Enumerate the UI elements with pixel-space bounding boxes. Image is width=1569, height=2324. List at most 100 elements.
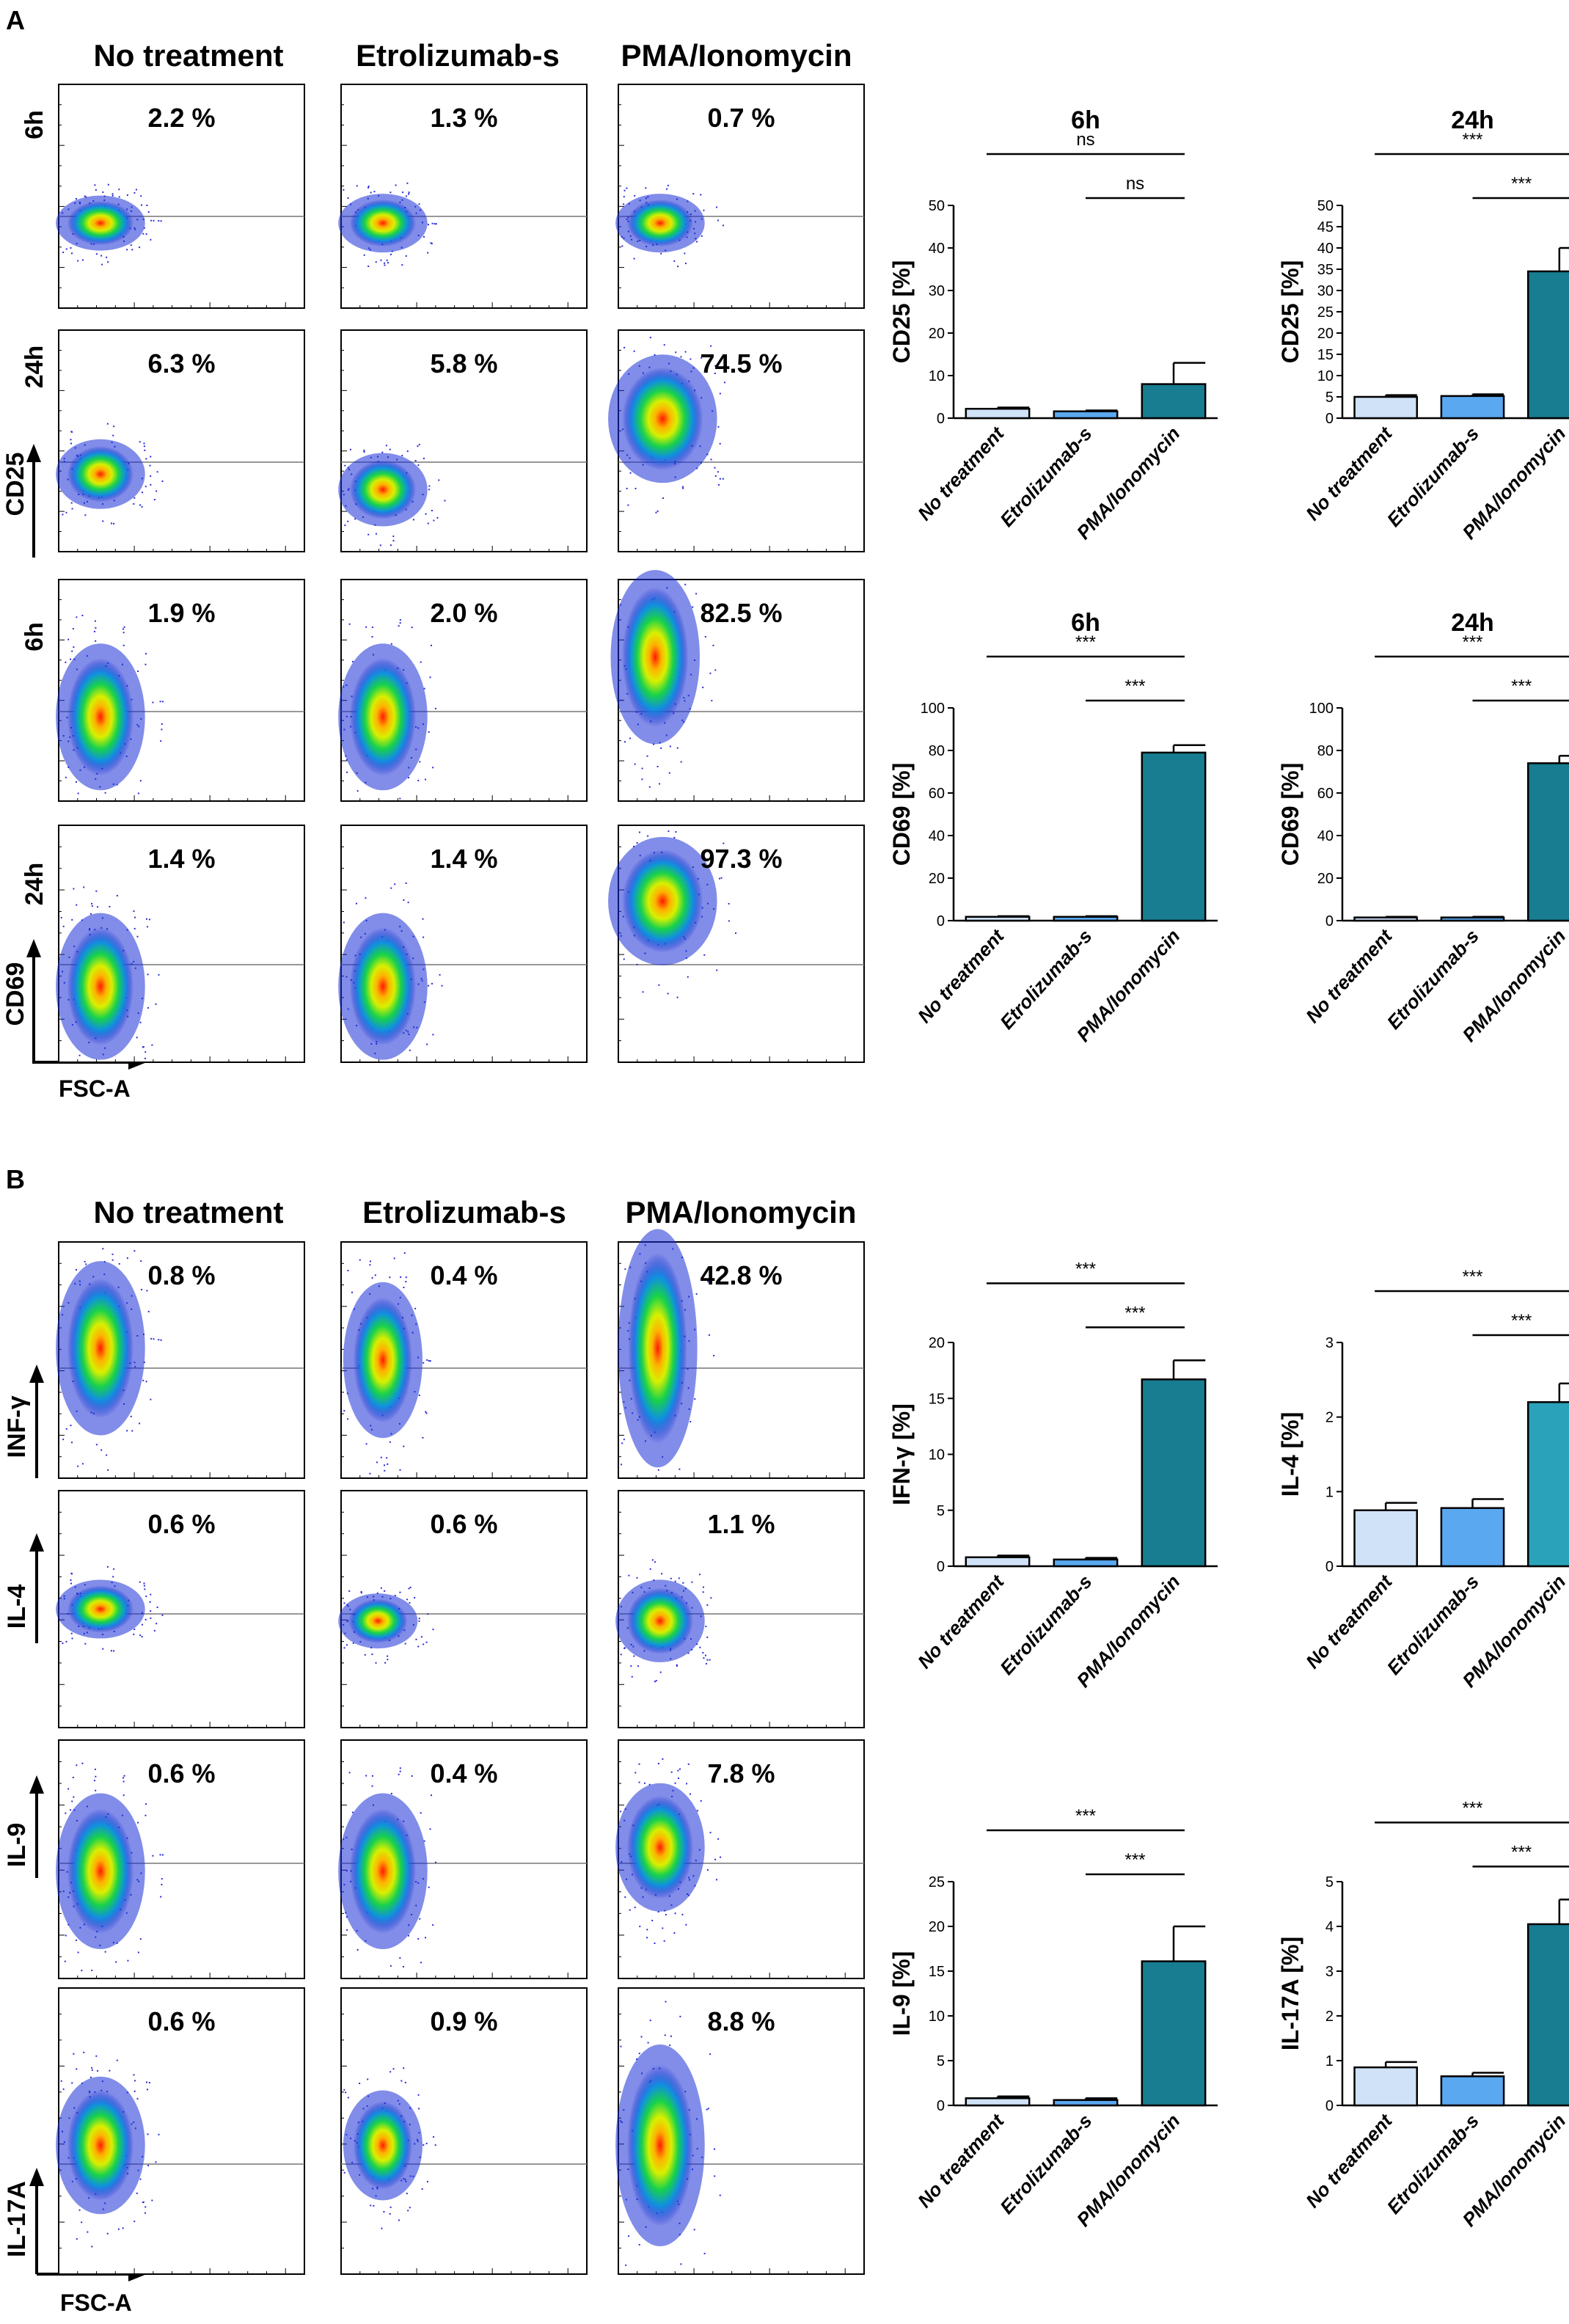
event-dot (407, 902, 409, 904)
event-dot (371, 1775, 373, 1777)
event-dot (118, 1263, 120, 1265)
event-dot (390, 1792, 392, 1794)
event-dot (380, 259, 382, 261)
event-dot (133, 503, 135, 505)
event-dot (701, 235, 703, 237)
event-dot (723, 842, 725, 844)
event-dot (71, 1637, 73, 1640)
bar-chart-3: 24h 0 20 40 60 80 100 CD69 [%] No treatmentEtrol… (1277, 609, 1569, 1046)
event-dot (423, 1840, 425, 1842)
event-dot (143, 445, 145, 447)
b-pct-label-r2-c1: 0.4 % (430, 1758, 497, 1788)
event-dot (634, 194, 636, 197)
event-dot (83, 886, 85, 888)
event-dot (398, 625, 400, 627)
event-dot (113, 522, 115, 525)
event-dot (433, 519, 435, 522)
event-dot (680, 761, 682, 763)
event-dot (401, 2080, 403, 2082)
event-dot (65, 1640, 67, 1642)
event-dot (636, 2058, 638, 2060)
event-dot (70, 439, 72, 441)
event-dot (145, 918, 147, 920)
event-dot (112, 1576, 114, 1578)
a-flow-plot-r3-c2: 97.3 % (608, 825, 865, 1063)
event-dot (706, 1636, 709, 1638)
event-dot (139, 2178, 142, 2180)
marker-label-infg: INF-γ (3, 1395, 31, 1458)
density-core (67, 446, 134, 503)
event-dot (665, 1914, 667, 1916)
event-dot (408, 777, 410, 779)
event-dot (676, 996, 679, 998)
event-dot (655, 1680, 657, 1682)
event-dot (665, 2000, 667, 2003)
event-dot (399, 622, 401, 624)
event-dot (343, 2171, 345, 2174)
row-time-a-1: 24h (21, 346, 48, 389)
event-dot (405, 195, 407, 197)
event-dot (692, 606, 694, 608)
event-dot (389, 1276, 391, 1279)
event-dot (640, 2036, 643, 2038)
event-dot (102, 520, 104, 522)
event-dot (144, 1588, 146, 1590)
event-dot (663, 344, 665, 346)
event-dot (122, 644, 125, 646)
event-dot (364, 1654, 366, 1656)
density-core (626, 2064, 693, 2226)
b-flow-plot-r0-c1: 0.4 % (340, 1241, 588, 1479)
marker-label-cd25: CD25 (1, 453, 29, 516)
event-dot (399, 1591, 401, 1593)
event-dot (130, 1415, 132, 1417)
event-dot (662, 1927, 664, 1929)
a-pct-label-r3-c1: 1.4 % (430, 844, 497, 874)
event-dot (145, 233, 147, 235)
event-dot (637, 1665, 640, 1667)
density-core (67, 2090, 134, 2201)
event-dot (389, 2212, 391, 2215)
event-dot (723, 381, 725, 384)
a-pct-label-r1-c1: 5.8 % (430, 348, 497, 379)
event-dot (709, 2053, 712, 2056)
category-label: Etrolizumab-s (995, 1571, 1096, 1679)
event-dot (73, 888, 75, 890)
event-dot (139, 1021, 142, 1023)
event-dot (81, 1970, 83, 1972)
event-dot (432, 767, 434, 769)
event-dot (629, 1909, 631, 1911)
event-dot (141, 505, 143, 508)
y-tick-label: 2 (1325, 2009, 1334, 2025)
event-dot (684, 263, 687, 265)
category-label: Etrolizumab-s (1383, 1571, 1483, 1679)
event-dot (347, 520, 349, 522)
event-dot (674, 1580, 676, 1582)
event-dot (71, 508, 73, 510)
event-dot (76, 2238, 78, 2240)
event-dot (70, 1809, 72, 1811)
event-dot (344, 464, 346, 467)
event-dot (426, 1043, 428, 1045)
density-core (67, 658, 134, 776)
density-core (622, 849, 703, 953)
event-dot (675, 831, 677, 833)
event-dot (402, 191, 404, 194)
event-dot (102, 1648, 104, 1650)
event-dot (140, 1288, 142, 1290)
a-flow-plot-r1-c2: 74.5 % (608, 329, 865, 552)
event-dot (693, 2229, 695, 2231)
event-dot (708, 1334, 710, 1336)
y-arrowhead-cd25 (26, 444, 41, 462)
event-dot (633, 350, 635, 352)
bar-chart-0: 6h 0 10 20 30 40 50 CD25 [%] No treatmentEtroliz… (888, 106, 1218, 544)
event-dot (710, 345, 712, 347)
event-dot (139, 246, 141, 249)
event-dot (425, 513, 427, 515)
event-dot (641, 767, 643, 770)
event-dot (643, 1782, 645, 1784)
event-dot (420, 1636, 423, 1638)
event-dot (83, 2051, 85, 2053)
event-dot (670, 1771, 673, 1773)
event-dot (399, 797, 401, 800)
event-dot (150, 1617, 152, 1619)
